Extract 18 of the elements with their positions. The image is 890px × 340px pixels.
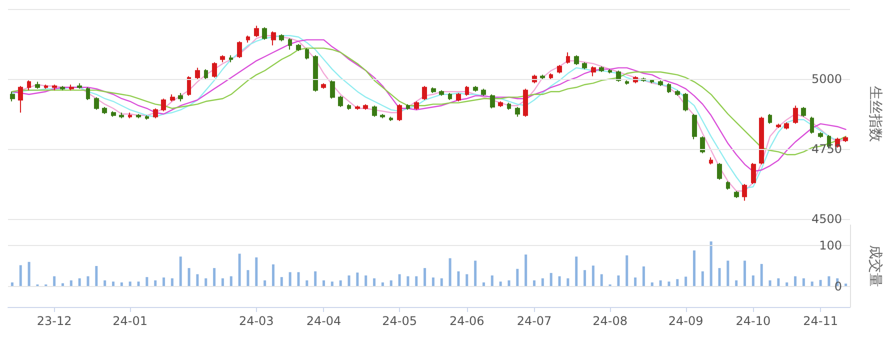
x-tick-label: 24-09: [668, 314, 704, 328]
x-tick-label: 24-10: [736, 314, 771, 328]
y-tick-label: 5000: [811, 72, 842, 86]
y-tick-label: 100: [819, 238, 842, 252]
y-tick-label: 0: [834, 280, 842, 294]
x-tick-label: 24-05: [382, 314, 417, 328]
y-axis-title: 成交量: [867, 245, 883, 287]
y-tick-label: 4500: [811, 212, 842, 226]
y-axis-title: 生丝指数: [867, 86, 883, 142]
y-tick-label: 4750: [811, 142, 842, 156]
x-tick-label: 24-08: [592, 314, 628, 328]
x-tick-label: 24-04: [306, 314, 342, 328]
x-tick-label: 24-01: [112, 314, 148, 328]
x-tick-label: 24-06: [449, 314, 484, 328]
x-tick-label: 24-03: [238, 314, 274, 328]
x-tick-label: 24-07: [516, 314, 552, 328]
x-tick-label: 23-12: [36, 314, 72, 328]
x-tick-label: 24-11: [803, 314, 838, 328]
